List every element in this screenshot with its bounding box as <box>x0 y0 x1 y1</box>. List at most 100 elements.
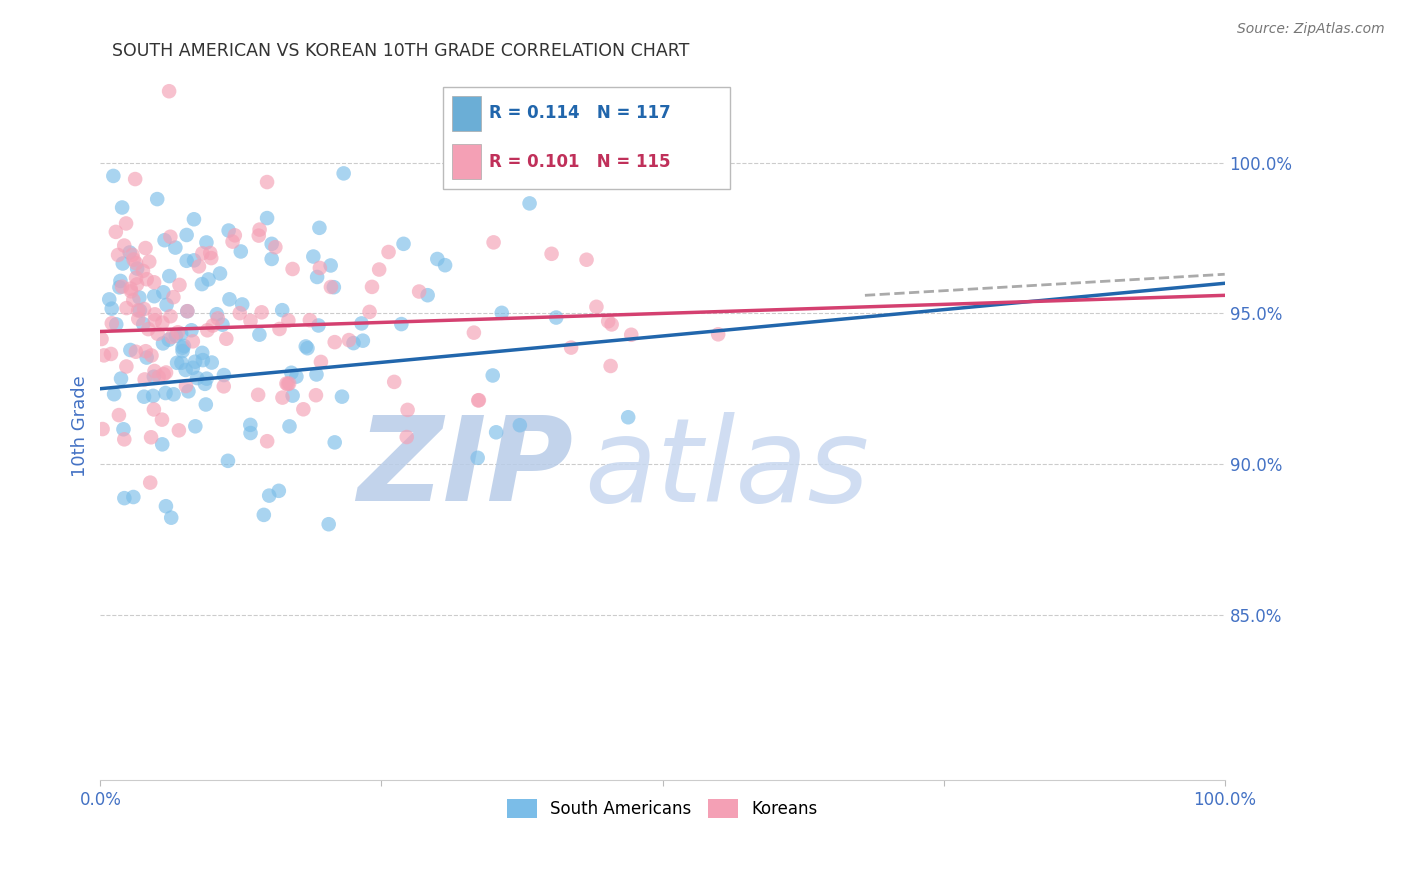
Point <box>127 261 149 276</box>
Point <box>256 211 278 225</box>
Point <box>368 262 391 277</box>
Point <box>136 322 159 336</box>
Point <box>256 175 278 189</box>
Point <box>112 491 135 505</box>
Point <box>598 314 620 328</box>
Point <box>132 301 155 316</box>
Legend: South Americans, Koreans: South Americans, Koreans <box>501 792 824 825</box>
Point <box>277 377 299 392</box>
Point <box>111 279 134 293</box>
Point <box>307 270 329 285</box>
Point <box>519 196 541 211</box>
Point <box>278 376 301 391</box>
Point <box>250 305 273 319</box>
Point <box>120 343 142 357</box>
Point <box>120 285 142 299</box>
Point <box>183 253 205 268</box>
Point <box>617 410 640 425</box>
Point <box>122 293 145 307</box>
Point <box>134 372 156 386</box>
Point <box>212 368 235 382</box>
Point <box>392 236 415 251</box>
Point <box>98 293 121 307</box>
Point <box>359 305 381 319</box>
Point <box>267 483 290 498</box>
Point <box>322 280 344 294</box>
Point <box>468 393 491 408</box>
Point <box>101 316 124 330</box>
Point <box>352 334 374 348</box>
Point <box>319 280 342 294</box>
Point <box>132 264 155 278</box>
Point <box>128 291 150 305</box>
Point <box>546 310 568 325</box>
Point <box>467 450 489 465</box>
Point <box>115 301 138 315</box>
Point <box>197 272 219 286</box>
Point <box>194 376 217 391</box>
Point <box>103 169 125 183</box>
Point <box>143 275 166 289</box>
Y-axis label: 10th Grade: 10th Grade <box>72 376 89 477</box>
Point <box>115 217 138 231</box>
Point <box>239 417 262 432</box>
Point <box>125 344 148 359</box>
Point <box>330 390 353 404</box>
Point <box>139 475 162 490</box>
Point <box>112 433 135 447</box>
Point <box>195 372 218 386</box>
Point <box>186 371 208 385</box>
Point <box>361 280 384 294</box>
Point <box>135 351 157 365</box>
Point <box>108 408 131 422</box>
Point <box>165 241 187 255</box>
Point <box>707 327 730 342</box>
Point <box>110 274 132 288</box>
Point <box>107 248 129 262</box>
Point <box>135 344 157 359</box>
Point <box>172 344 194 359</box>
Point <box>264 240 287 254</box>
Point <box>467 393 489 408</box>
Point <box>191 353 214 368</box>
Point <box>162 387 184 401</box>
Point <box>150 412 173 426</box>
Point <box>91 422 114 436</box>
Point <box>110 371 132 385</box>
Point <box>115 359 138 374</box>
Point <box>152 285 174 300</box>
Point <box>269 322 291 336</box>
Point <box>152 336 174 351</box>
Point <box>620 327 643 342</box>
Point <box>201 355 224 369</box>
Point <box>191 246 214 260</box>
Point <box>166 356 188 370</box>
Point <box>142 369 165 384</box>
Point <box>127 303 149 318</box>
Point <box>599 359 621 373</box>
Point <box>146 192 169 206</box>
Point <box>201 318 224 333</box>
Point <box>127 311 149 326</box>
Point <box>434 258 457 272</box>
Point <box>540 247 562 261</box>
Point <box>509 418 531 433</box>
Point <box>396 403 419 417</box>
Point <box>195 323 218 337</box>
Point <box>194 397 217 411</box>
Point <box>169 277 191 292</box>
Point <box>142 402 165 417</box>
Point <box>125 270 148 285</box>
Point <box>184 354 207 368</box>
Point <box>170 326 193 341</box>
Point <box>174 379 197 393</box>
Point <box>139 430 162 444</box>
Point <box>173 339 195 353</box>
Point <box>176 304 198 318</box>
Point <box>176 304 198 318</box>
Text: atlas: atlas <box>583 412 869 526</box>
Point <box>281 389 304 403</box>
Point <box>132 390 155 404</box>
Point <box>180 323 202 337</box>
Point <box>239 425 262 440</box>
